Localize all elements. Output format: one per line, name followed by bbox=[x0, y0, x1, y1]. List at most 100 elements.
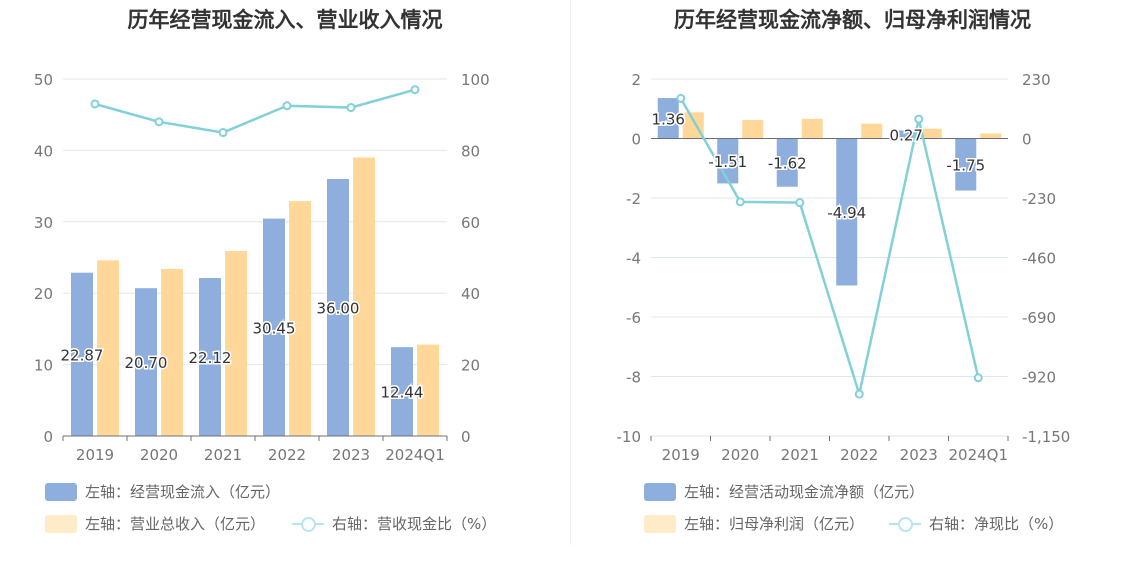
left-legend-label-2: 左轴：营业总收入（亿元） bbox=[85, 515, 266, 533]
right-y-left-tick: -4 bbox=[626, 250, 641, 268]
left-bar-series2 bbox=[97, 260, 119, 436]
left-y-left-tick: 30 bbox=[34, 214, 53, 232]
left-data-label: 22.87 bbox=[61, 346, 104, 364]
right-y-right-tick: -690 bbox=[1022, 309, 1056, 327]
right-y-right-tick: -460 bbox=[1022, 250, 1056, 268]
left-line-point bbox=[90, 99, 100, 109]
left-line-point bbox=[218, 128, 228, 138]
right-x-tick: 2022 bbox=[840, 446, 878, 464]
right-data-label: 1.36 bbox=[652, 110, 685, 128]
left-y-left-tick: 10 bbox=[34, 357, 53, 375]
right-bar-series1 bbox=[895, 130, 917, 139]
right-legend-label-3: 右轴：净现比（%） bbox=[929, 515, 1064, 533]
legend-swatch-icon bbox=[45, 482, 77, 501]
left-y-left-tick: 40 bbox=[34, 142, 53, 160]
left-legend-item-2[interactable]: 左轴：营业总收入（亿元） bbox=[45, 513, 265, 534]
left-bar-series1 bbox=[327, 178, 349, 436]
right-data-label: 0.27 bbox=[890, 126, 923, 144]
left-x-tick: 2022 bbox=[268, 446, 306, 464]
left-legend-item-3[interactable]: 右轴：营收现金比（%） bbox=[292, 513, 496, 534]
right-bar-series2 bbox=[861, 123, 883, 139]
right-chart-title: 历年经营现金流净额、归母净利润情况 bbox=[674, 8, 1031, 32]
right-bar-series1 bbox=[955, 138, 977, 191]
right-x-tick: 2019 bbox=[662, 446, 700, 464]
left-y-left-tick: 50 bbox=[34, 71, 53, 89]
left-y-right-tick: 20 bbox=[461, 357, 480, 375]
panel-divider bbox=[570, 0, 571, 545]
left-x-tick: 2020 bbox=[140, 446, 178, 464]
right-y-left-tick: -10 bbox=[617, 428, 642, 446]
right-data-label: -1.51 bbox=[708, 153, 747, 171]
right-legend-item-2[interactable]: 左轴：归母净利润（亿元） bbox=[644, 513, 864, 534]
left-x-tick: 2019 bbox=[76, 446, 114, 464]
left-bar-series2 bbox=[225, 251, 247, 436]
left-data-label: 22.12 bbox=[189, 349, 232, 367]
right-line-point bbox=[914, 114, 924, 124]
left-legend-item-1[interactable]: 左轴：经营现金流入（亿元） bbox=[45, 481, 280, 502]
left-data-label: 12.44 bbox=[381, 384, 424, 402]
right-bar-series1 bbox=[776, 138, 798, 187]
legend-swatch-icon bbox=[644, 514, 676, 533]
legend-swatch-icon bbox=[45, 514, 77, 533]
right-legend-item-3[interactable]: 右轴：净现比（%） bbox=[889, 513, 1063, 534]
legend-swatch-icon bbox=[644, 482, 676, 501]
left-data-label: 36.00 bbox=[317, 299, 360, 317]
right-line-point bbox=[676, 93, 686, 103]
left-y-right-tick: 80 bbox=[461, 142, 480, 160]
right-y-left-tick: -8 bbox=[626, 369, 641, 387]
left-y-left-tick: 0 bbox=[43, 428, 53, 446]
left-line-point bbox=[282, 101, 292, 111]
right-legend-label-2: 左轴：归母净利润（亿元） bbox=[684, 515, 865, 533]
left-bar-series2 bbox=[161, 268, 183, 436]
left-bar-series1 bbox=[135, 288, 157, 436]
left-chart-title: 历年经营现金流入、营业收入情况 bbox=[127, 8, 443, 32]
left-bar-series1 bbox=[199, 278, 221, 436]
right-x-tick: 2021 bbox=[781, 446, 819, 464]
legend-line-icon bbox=[292, 515, 324, 533]
left-data-label: 30.45 bbox=[253, 319, 296, 337]
left-bar-series2 bbox=[289, 201, 311, 436]
left-data-label: 20.70 bbox=[125, 354, 168, 372]
right-line-point bbox=[973, 373, 983, 383]
right-chart-svg: -10 -1,150 -8 -920 -6 -690 -4 -460 -2 -230 0 0 2 230 2… bbox=[617, 71, 1071, 464]
right-y-right-tick: -230 bbox=[1022, 190, 1056, 208]
right-x-tick: 2024Q1 bbox=[948, 446, 1008, 464]
left-bar-series2 bbox=[353, 157, 375, 437]
right-x-tick: 2023 bbox=[900, 446, 938, 464]
left-y-left-tick: 20 bbox=[34, 285, 53, 303]
left-bar-series1 bbox=[391, 347, 413, 436]
left-line-series3 bbox=[94, 88, 416, 134]
left-line-point bbox=[346, 103, 356, 113]
right-line-series3 bbox=[679, 97, 980, 400]
right-bar-series1 bbox=[657, 98, 679, 139]
left-line-point bbox=[154, 117, 164, 127]
right-bar-series2 bbox=[980, 133, 1002, 139]
left-bar-series1 bbox=[263, 218, 285, 436]
right-x-tick: 2020 bbox=[721, 446, 759, 464]
left-y-right-tick: 100 bbox=[461, 71, 490, 89]
right-y-left-tick: -2 bbox=[626, 190, 641, 208]
right-bar-series2 bbox=[920, 128, 942, 139]
right-line-point bbox=[795, 198, 805, 208]
right-data-label: -1.75 bbox=[946, 157, 985, 175]
left-bar-series2 bbox=[417, 344, 439, 436]
right-y-right-tick: 230 bbox=[1022, 71, 1051, 89]
right-data-label: -1.62 bbox=[768, 155, 807, 173]
left-y-right-tick: 40 bbox=[461, 285, 480, 303]
left-bar-series1 bbox=[71, 272, 93, 436]
left-legend-label-3: 右轴：营收现金比（%） bbox=[332, 515, 497, 533]
right-chart-panel: 历年经营现金流净额、归母净利润情况 -10 -1,150 -8 -920 -6 -690-… bbox=[571, 0, 1134, 582]
right-y-right-tick: 0 bbox=[1022, 131, 1032, 149]
right-bar-series2 bbox=[742, 120, 764, 139]
left-y-right-tick: 60 bbox=[461, 214, 480, 232]
right-bar-series1 bbox=[836, 138, 858, 286]
left-x-tick: 2023 bbox=[332, 446, 370, 464]
right-bar-series2 bbox=[801, 118, 823, 139]
right-data-label: -4.94 bbox=[827, 204, 866, 222]
right-bar-series2 bbox=[682, 112, 704, 139]
right-y-left-tick: -6 bbox=[626, 309, 641, 327]
right-legend-item-1[interactable]: 左轴：经营活动现金流净额（亿元） bbox=[644, 481, 924, 502]
left-chart-panel: 历年经营现金流入、营业收入情况 0 0 10 20 20 40 30 60 40 80 50 100 2… bbox=[34, 8, 496, 534]
right-line-point bbox=[854, 389, 864, 399]
left-x-tick: 2021 bbox=[204, 446, 242, 464]
